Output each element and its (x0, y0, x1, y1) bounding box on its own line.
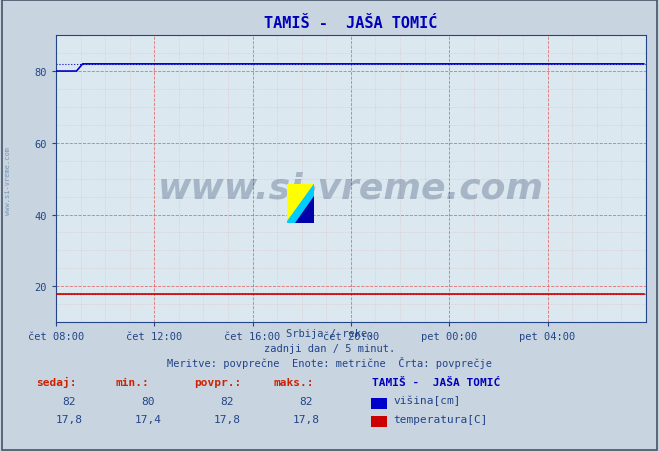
Text: Srbija / reke.: Srbija / reke. (286, 328, 373, 338)
Text: www.si-vreme.com: www.si-vreme.com (158, 171, 544, 205)
Text: višina[cm]: višina[cm] (393, 395, 461, 405)
Text: 82: 82 (221, 396, 234, 405)
Text: TAMIŠ -  JAŠA TOMIĆ: TAMIŠ - JAŠA TOMIĆ (372, 377, 501, 387)
Text: sedaj:: sedaj: (36, 377, 76, 387)
Text: 17,4: 17,4 (135, 414, 161, 423)
Text: 82: 82 (63, 396, 76, 405)
Text: 17,8: 17,8 (56, 414, 82, 423)
Text: 80: 80 (142, 396, 155, 405)
Text: 17,8: 17,8 (214, 414, 241, 423)
Text: temperatura[C]: temperatura[C] (393, 414, 488, 423)
Polygon shape (295, 197, 314, 223)
Text: Meritve: povprečne  Enote: metrične  Črta: povprečje: Meritve: povprečne Enote: metrične Črta:… (167, 356, 492, 368)
Text: povpr.:: povpr.: (194, 377, 242, 387)
Text: 17,8: 17,8 (293, 414, 320, 423)
Polygon shape (287, 185, 314, 223)
Title: TAMIŠ -  JAŠA TOMIĆ: TAMIŠ - JAŠA TOMIĆ (264, 16, 438, 31)
Text: 82: 82 (300, 396, 313, 405)
Text: zadnji dan / 5 minut.: zadnji dan / 5 minut. (264, 343, 395, 353)
Polygon shape (287, 185, 314, 223)
Text: www.si-vreme.com: www.si-vreme.com (5, 147, 11, 214)
Text: min.:: min.: (115, 377, 149, 387)
Text: maks.:: maks.: (273, 377, 314, 387)
